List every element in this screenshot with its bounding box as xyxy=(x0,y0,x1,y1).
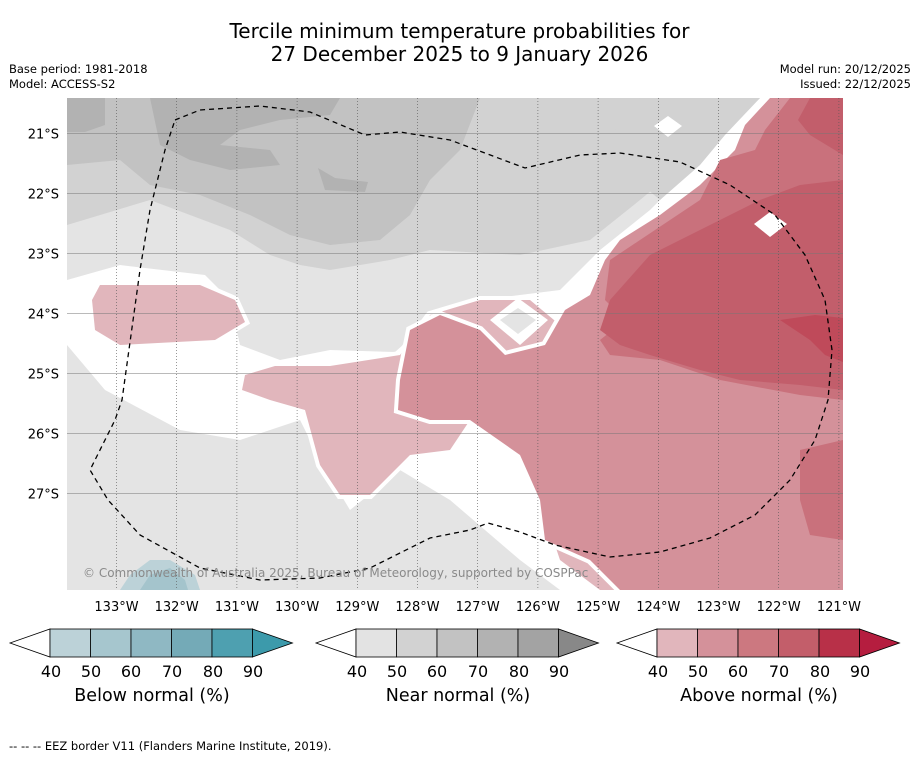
colorbar-swatch xyxy=(396,628,438,658)
base-period: Base period: 1981-2018 xyxy=(9,62,148,76)
eez-border xyxy=(89,105,833,581)
longitude-label: 132°W xyxy=(155,600,199,615)
colorbar-near-normal-label: Near normal (%) xyxy=(385,686,531,706)
colorbar-swatch xyxy=(211,628,253,658)
longitude-label: 128°W xyxy=(395,600,439,615)
tick-label: 70 xyxy=(467,662,489,681)
longitude-label: 133°W xyxy=(94,600,138,615)
tick-label: 90 xyxy=(548,662,570,681)
tick-label: 80 xyxy=(202,662,224,681)
colorbar-swatch xyxy=(656,628,698,658)
above-normal-40-region-west xyxy=(87,281,251,350)
above-normal-60-region-south xyxy=(800,440,843,540)
longitude-label: 131°W xyxy=(215,600,259,615)
tick-label: 40 xyxy=(346,662,368,681)
near-normal-50-region-east xyxy=(615,98,760,200)
colorbar-below-normal: 40 50 60 70 80 90 Below normal (%) xyxy=(8,626,298,706)
near-normal-40-region-south xyxy=(67,345,560,590)
colorbar-swatch xyxy=(778,628,820,658)
tick-label: 60 xyxy=(426,662,448,681)
above-normal-70-region xyxy=(600,180,843,390)
colorbar-swatch xyxy=(130,628,172,658)
longitude-label: 122°W xyxy=(757,600,801,615)
colorbar-near-normal: 40 50 60 70 80 90 Near normal (%) xyxy=(314,626,604,706)
colorbar-above-normal: 40 50 60 70 80 90 Above normal (%) xyxy=(615,626,905,706)
tick-label: 60 xyxy=(727,662,749,681)
latitude-label: 21°S xyxy=(28,128,59,143)
meta-left: Base period: 1981-2018 Model: ACCESS-S2 xyxy=(9,62,148,92)
model-name: Model: ACCESS-S2 xyxy=(9,77,116,91)
tick-label: 60 xyxy=(120,662,142,681)
tick-label: 50 xyxy=(386,662,408,681)
tick-label: 40 xyxy=(40,662,62,681)
latitude-label: 25°S xyxy=(28,368,59,383)
tick-label: 70 xyxy=(161,662,183,681)
tick-label: 50 xyxy=(687,662,709,681)
latitude-label: 23°S xyxy=(28,248,59,263)
issued-date: Issued: 22/12/2025 xyxy=(800,77,911,91)
colorbar-swatch xyxy=(818,628,860,658)
near-normal-70-region-small xyxy=(318,168,368,192)
latitude-label: 22°S xyxy=(28,188,59,203)
near-normal-70-region-west xyxy=(67,98,105,132)
probability-map: 21°S22°S23°S24°S25°S26°S27°S 133°W 132°W 1… xyxy=(28,98,861,615)
longitude-label: 124°W xyxy=(636,600,680,615)
longitude-label: 130°W xyxy=(275,600,319,615)
tick-label: 40 xyxy=(647,662,669,681)
title-line-1: Tercile minimum temperature probabilitie… xyxy=(229,19,690,43)
longitude-label: 121°W xyxy=(817,600,861,615)
latitude-label: 24°S xyxy=(28,308,59,323)
colorbar-over-arrow xyxy=(859,628,901,658)
copyright-notice: © Commonwealth of Australia 2025, Bureau… xyxy=(83,566,588,580)
tick-label: 80 xyxy=(809,662,831,681)
latitude-label: 26°S xyxy=(28,428,59,443)
title-line-2: 27 December 2025 to 9 January 2026 xyxy=(270,42,649,66)
colorbar-under-arrow xyxy=(8,628,51,658)
colorbar-swatch xyxy=(517,628,559,658)
colorbar-above-normal-label: Above normal (%) xyxy=(680,686,838,706)
colorbar-swatch xyxy=(49,628,91,658)
longitude-label: 125°W xyxy=(576,600,620,615)
map-fills xyxy=(67,98,843,590)
tick-label: 50 xyxy=(80,662,102,681)
meta-right: Model run: 20/12/2025 Issued: 22/12/2025 xyxy=(780,62,911,92)
longitude-label: 126°W xyxy=(516,600,560,615)
longitude-label: 123°W xyxy=(696,600,740,615)
colorbar-above-normal-swatches xyxy=(615,628,901,658)
tick-label: 90 xyxy=(849,662,871,681)
longitude-label: 127°W xyxy=(456,600,500,615)
tick-label: 90 xyxy=(242,662,264,681)
colorbar-under-arrow xyxy=(314,628,357,658)
tick-label: 80 xyxy=(508,662,530,681)
colorbar-swatch xyxy=(436,628,478,658)
chart-title: Tercile minimum temperature probabilitie… xyxy=(0,20,919,66)
model-run: Model run: 20/12/2025 xyxy=(779,62,911,76)
tick-label: 70 xyxy=(768,662,790,681)
latitude-labels: 21°S 22°S 23°S 24°S 25°S 26°S 27°S xyxy=(28,128,59,503)
near-normal-40-diamond-center xyxy=(500,308,536,334)
longitude-labels: 133°W 132°W 131°W 130°W 129°W 128°W 127°W 126°W… xyxy=(94,600,861,615)
colorbar-swatch xyxy=(171,628,213,658)
colorbar-below-normal-label: Below normal (%) xyxy=(74,686,230,706)
latitude-label: 27°S xyxy=(28,488,59,503)
longitude-label: 129°W xyxy=(335,600,379,615)
below-normal-50-region xyxy=(140,568,188,590)
colorbar-swatch xyxy=(90,628,132,658)
low-signal-diamond-north xyxy=(654,116,682,137)
colorbar-below-normal-swatches xyxy=(8,628,294,658)
colorbar-over-arrow xyxy=(558,628,600,658)
colorbar-under-arrow xyxy=(615,628,658,658)
above-normal-70-region-north xyxy=(798,98,843,155)
colorbar-swatch xyxy=(737,628,779,658)
colorbar-near-normal-swatches xyxy=(314,628,600,658)
colorbar-over-arrow xyxy=(252,628,294,658)
near-normal-70-region xyxy=(150,98,340,170)
above-normal-80-region xyxy=(780,315,843,362)
colorbar-swatch xyxy=(355,628,397,658)
eez-footnote: -- -- -- EEZ border V11 (Flanders Marine… xyxy=(9,739,332,753)
colorbar-swatch xyxy=(697,628,739,658)
colorbar-swatch xyxy=(477,628,519,658)
